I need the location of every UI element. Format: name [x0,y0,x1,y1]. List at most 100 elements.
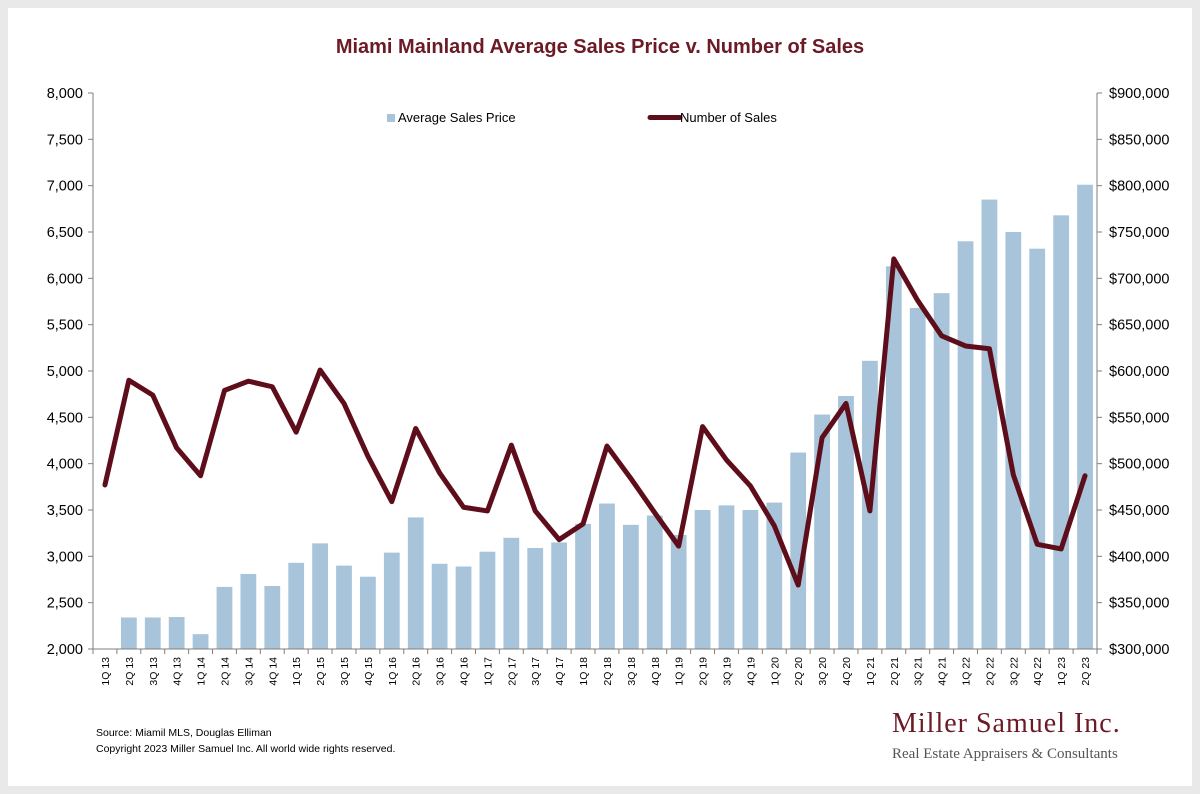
left-tick-label: 4,500 [47,410,83,426]
price-bar [1005,232,1022,649]
brand-name: Miller Samuel Inc. [892,708,1121,739]
price-bar [670,535,687,649]
x-tick-label: 3Q 15 [339,657,351,686]
price-bar [431,563,448,649]
x-tick-label: 3Q 19 [721,657,733,686]
left-tick-label: 6,500 [47,225,83,241]
price-bar [120,617,137,649]
chart-title: Miami Mainland Average Sales Price v. Nu… [335,36,865,58]
brand-tagline: Real Estate Appraisers & Consultants [892,746,1118,762]
price-bar [933,293,950,649]
price-bar [551,542,568,649]
price-bar [1029,248,1046,649]
price-bar [599,503,615,649]
x-tick-label: 2Q 16 [411,657,423,686]
legend-swatch-price [387,114,395,122]
right-tick-label: $650,000 [1109,318,1169,334]
left-tick-label: 5,000 [47,364,83,380]
x-tick-label: 4Q 20 [841,657,853,686]
right-tick-label: $750,000 [1109,225,1169,241]
x-tick-label: 3Q 21 [913,657,925,686]
right-tick-label: $900,000 [1109,86,1169,102]
x-tick-label: 2Q 21 [889,657,901,686]
price-bar [646,515,663,649]
x-tick-label: 4Q 15 [363,657,375,686]
x-tick-label: 1Q 15 [291,657,303,686]
x-axis-ticks: 1Q 13 2Q 13 3Q 13 4Q 13 1Q 14 2Q 14 3Q 14 4Q 14… [92,649,1098,686]
price-bar [168,617,185,649]
x-tick-label: 4Q 16 [459,657,471,686]
price-bar [1053,215,1070,649]
x-tick-label: 4Q 22 [1032,657,1044,686]
x-tick-label: 2Q 19 [698,657,710,686]
x-tick-label: 1Q 18 [578,657,590,686]
price-bar [240,573,257,649]
left-tick-label: 2,500 [47,596,83,612]
right-axis-ticks: $300,000 $350,000 $400,000 $450,000 $500,000… [1097,86,1169,658]
right-tick-label: $600,000 [1109,364,1169,380]
price-bar [694,510,711,649]
price-bar [838,396,854,649]
x-tick-label: 3Q 17 [530,657,542,686]
price-bar [527,547,544,649]
x-tick-label: 2Q 13 [124,657,136,686]
price-bar [622,524,639,649]
price-bar [455,566,472,649]
x-tick-label: 1Q 21 [865,657,877,686]
x-tick-label: 2Q 20 [793,657,805,686]
price-bar [288,562,305,649]
right-tick-label: $350,000 [1109,596,1169,612]
x-tick-label: 1Q 22 [961,657,973,686]
price-bar [718,505,735,649]
legend-label-sales: Number of Sales [680,110,777,125]
price-bar [909,307,926,649]
left-tick-label: 6,000 [47,271,83,287]
right-tick-label: $850,000 [1109,132,1169,148]
price-bar [885,266,902,649]
price-bars [120,184,1093,650]
price-bar [479,551,496,649]
legend: Average Sales Price Number of Sales [387,110,777,125]
price-bar [407,517,424,649]
left-tick-label: 8,000 [47,86,83,102]
price-bar [216,586,233,649]
legend-label-price: Average Sales Price [398,110,516,125]
price-bar [312,543,328,649]
right-tick-label: $500,000 [1109,457,1169,473]
left-axis-ticks: 2,000 2,500 3,000 3,500 4,000 4,500 5,000 5,500… [47,86,93,658]
price-bar [144,617,161,649]
x-tick-label: 4Q 21 [937,657,949,686]
right-tick-label: $400,000 [1109,549,1169,565]
sales-line [102,256,1088,588]
x-tick-label: 2Q 18 [602,657,614,686]
sales-line-path [102,256,1088,588]
left-tick-label: 7,500 [47,132,83,148]
x-tick-label: 3Q 20 [817,657,829,686]
price-bar [383,552,400,649]
source-note: Source: Miamil MLS, Douglas Elliman [96,727,272,739]
right-tick-label: $700,000 [1109,271,1169,287]
price-bar [360,576,376,649]
copyright-note: Copyright 2023 Miller Samuel Inc. All wo… [96,743,396,755]
x-tick-label: 2Q 14 [219,657,231,686]
left-tick-label: 3,000 [47,549,83,565]
price-bar [742,510,759,649]
x-tick-label: 1Q 20 [769,657,781,686]
price-bar [336,565,352,649]
x-tick-label: 2Q 23 [1080,657,1092,686]
left-tick-label: 4,000 [47,457,83,473]
right-tick-label: $800,000 [1109,179,1169,195]
price-bar [503,537,520,649]
left-tick-label: 3,500 [47,503,83,519]
x-tick-label: 1Q 19 [674,657,686,686]
x-tick-label: 4Q 14 [267,657,279,686]
x-tick-label: 2Q 15 [315,657,327,686]
price-bar [264,585,281,649]
x-tick-label: 1Q 17 [482,657,494,686]
x-tick-label: 1Q 13 [100,657,112,686]
price-bar [575,523,591,649]
right-tick-label: $300,000 [1109,642,1169,658]
price-bar [192,634,209,649]
x-tick-label: 3Q 14 [243,657,255,686]
x-tick-label: 4Q 13 [172,657,184,686]
